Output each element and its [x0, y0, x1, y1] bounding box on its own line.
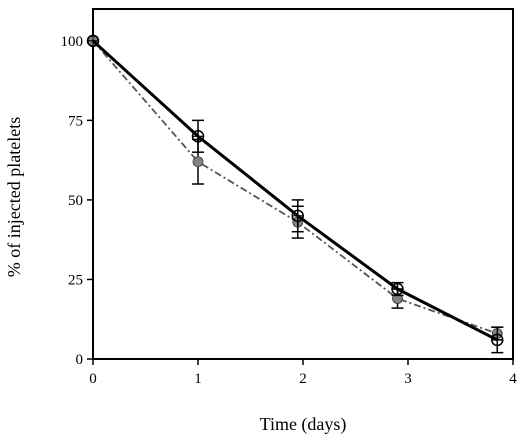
y-tick-label: 75 — [68, 113, 83, 129]
x-tick-label: 2 — [299, 371, 307, 387]
series-dash-dot — [87, 35, 504, 341]
y-tick-label: 100 — [61, 34, 84, 50]
x-axis-label: Time (days) — [260, 414, 347, 435]
x-tick-label: 3 — [404, 371, 412, 387]
y-tick-label: 50 — [68, 193, 83, 209]
plot-frame — [92, 8, 514, 360]
plot-border — [92, 8, 514, 360]
series-line — [92, 40, 498, 335]
data-point — [192, 156, 204, 168]
series-layer — [86, 34, 504, 354]
x-tick-label: 4 — [509, 371, 517, 387]
y-tick-label: 25 — [68, 272, 83, 288]
y-axis-label: % of injected platelets — [4, 117, 24, 277]
series-solid — [86, 34, 504, 354]
series-line — [91, 39, 498, 342]
x-axis-ticks: 0 1 2 3 4 — [89, 359, 517, 387]
x-tick-label: 1 — [194, 371, 202, 387]
x-tick-label: 0 — [89, 371, 97, 387]
y-tick-label: 0 — [76, 352, 84, 368]
y-axis-ticks: 0 25 50 75 100 — [61, 34, 93, 368]
